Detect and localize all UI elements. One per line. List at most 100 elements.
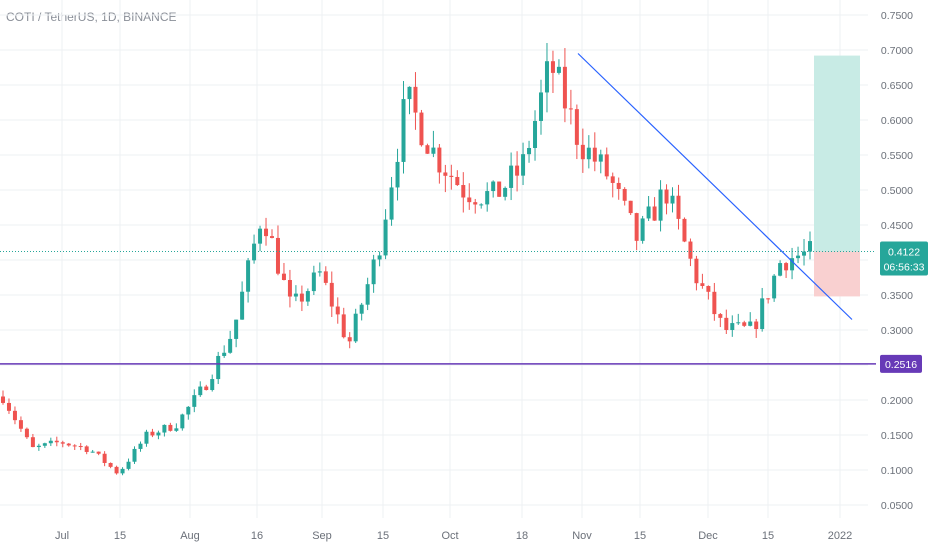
candle-body [323, 271, 328, 283]
candle-body [449, 175, 454, 177]
x-tick-label: Oct [441, 530, 458, 542]
trendline [577, 53, 853, 320]
x-tick-label: 18 [516, 530, 528, 542]
candle-body [491, 181, 496, 192]
candle-body [383, 219, 388, 256]
y-tick-label: 0.3500 [881, 290, 913, 302]
candle-body [84, 446, 89, 452]
candle-body [246, 260, 251, 292]
candle-body [198, 386, 203, 396]
candle-body [353, 313, 358, 342]
candle-body [150, 431, 155, 436]
x-tick-label: Sep [312, 530, 332, 542]
y-tick-label: 0.1500 [881, 430, 913, 442]
price-tags: 0.4122 06:56:33 0.2516 [880, 241, 928, 373]
profit-zone [814, 55, 860, 252]
candle-body [628, 200, 633, 214]
position-zones [814, 55, 860, 297]
candle-body [329, 282, 334, 307]
candle-body [359, 304, 364, 314]
candle-body [72, 445, 77, 447]
y-tick-label: 0.4500 [881, 220, 913, 232]
candle-body [114, 466, 119, 474]
candle-body [568, 108, 573, 110]
candle-body [718, 314, 723, 318]
candle-body [180, 414, 185, 429]
candle-body [395, 161, 400, 188]
drawings[interactable] [0, 53, 876, 365]
candle-body [96, 451, 101, 454]
current-price-label: 0.4122 [888, 246, 920, 258]
candle-body [407, 86, 412, 100]
candle-body [66, 443, 71, 446]
candle-body [341, 314, 346, 338]
candle-body [275, 237, 280, 274]
candle-body [706, 286, 711, 292]
support-price-tag [880, 354, 922, 373]
candle-body [317, 271, 322, 273]
candle-body [658, 189, 663, 221]
candle-body [138, 443, 143, 449]
candle-body [126, 461, 131, 469]
candle-body [102, 453, 107, 463]
candle-body [12, 410, 17, 421]
candle-body [533, 120, 538, 148]
candle-body [216, 355, 221, 380]
candle-body [688, 241, 693, 259]
candle-body [604, 154, 609, 177]
candle-body [646, 206, 651, 219]
candle-body [293, 293, 298, 297]
candle-body [305, 291, 310, 302]
candle-body [503, 187, 508, 197]
y-tick-label: 0.7500 [881, 10, 913, 22]
candle-body [377, 255, 382, 260]
candle-body [808, 241, 812, 252]
candle-body [222, 352, 227, 356]
candle-body [443, 172, 448, 176]
candle-body [299, 293, 304, 302]
candle-body [258, 228, 263, 244]
candle-body [228, 338, 233, 353]
candle-body [592, 147, 597, 162]
candle-body [580, 144, 585, 160]
candle-body [485, 191, 490, 205]
countdown-label: 06:56:33 [884, 261, 925, 273]
x-tick-label: 15 [634, 530, 646, 542]
candle-body [521, 154, 526, 176]
candle-body [640, 218, 645, 241]
loss-zone [814, 251, 860, 297]
grid [0, 0, 868, 518]
candle-body [796, 255, 801, 259]
candle-body [467, 197, 472, 203]
candle-body [401, 99, 406, 162]
x-tick-label: Dec [698, 530, 718, 542]
candle-body [682, 218, 687, 242]
candle-body [742, 322, 747, 326]
candle-body [461, 185, 466, 198]
support-price-label: 0.2516 [885, 359, 917, 371]
candle-body [431, 147, 436, 154]
x-tick-label: Nov [572, 530, 592, 542]
candle-body [210, 379, 215, 391]
candle-body [515, 165, 520, 176]
candle-body [30, 437, 35, 448]
candle-body [784, 263, 789, 271]
candle-body [425, 145, 430, 154]
candle-body [24, 428, 29, 438]
candle-body [389, 187, 394, 220]
candle-body [192, 395, 197, 407]
x-tick-label: 15 [114, 530, 126, 542]
x-tick-label: Aug [180, 530, 200, 542]
candle-body [616, 182, 621, 189]
candle-body [550, 61, 555, 73]
y-tick-label: 0.6000 [881, 115, 913, 127]
candle-body [586, 147, 591, 160]
y-tick-label: 0.5000 [881, 185, 913, 197]
candle-body [264, 228, 269, 237]
candle-body [144, 431, 149, 444]
candle-body [527, 147, 532, 155]
candle-body [174, 428, 179, 431]
candle-body [413, 86, 418, 113]
candle-body [36, 445, 41, 448]
